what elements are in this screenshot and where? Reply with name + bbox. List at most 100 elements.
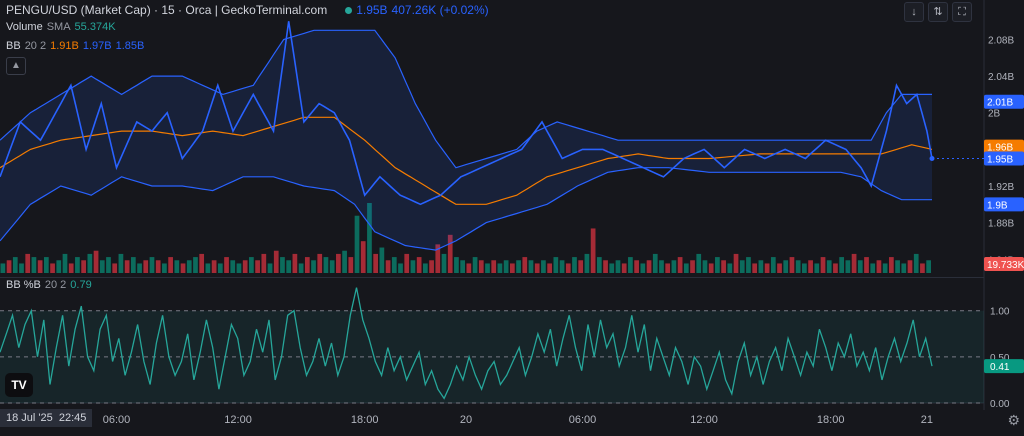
- volume-bar: [174, 260, 180, 273]
- time-tick: 12:00: [224, 414, 252, 426]
- price-badge: [984, 139, 1024, 154]
- volume-bar: [752, 263, 758, 273]
- volume-bar: [478, 260, 484, 273]
- volume-bar: [242, 260, 248, 273]
- volume-bar: [677, 257, 683, 273]
- volume-bar: [0, 263, 6, 273]
- volume-bar: [149, 257, 155, 273]
- volume-bar: [466, 263, 472, 273]
- volume-bar: [584, 253, 590, 273]
- volume-bar: [770, 257, 776, 273]
- volume-bar: [404, 253, 410, 273]
- pctb-badge: [984, 359, 1024, 374]
- market-status-dot: [345, 7, 353, 15]
- pctb-badge-label: 0.41: [990, 362, 1010, 373]
- compare-icon[interactable]: ⇅: [928, 2, 948, 22]
- volume-bar: [447, 234, 453, 273]
- time-tick: 21: [921, 414, 933, 426]
- volume-bar: [541, 260, 546, 273]
- volume-bar: [360, 241, 366, 273]
- volume-bar: [640, 263, 646, 273]
- volume-bar: [764, 263, 770, 273]
- volume-bar: [727, 263, 733, 273]
- bb-legend[interactable]: BB 20 2 1.91B 1.97B 1.85B: [6, 40, 148, 52]
- fullscreen-icon[interactable]: ⛶: [952, 2, 972, 22]
- volume-legend[interactable]: Volume SMA 55.374K: [6, 21, 120, 33]
- volume-bar: [230, 260, 236, 273]
- volume-bar: [659, 260, 664, 273]
- volume-bar: [833, 263, 838, 273]
- volume-bar: [385, 260, 391, 273]
- volume-bar: [416, 257, 422, 273]
- volume-bar: [646, 260, 652, 273]
- volume-bar: [802, 263, 807, 273]
- volume-bar: [398, 263, 403, 273]
- price-tick: 2.08B: [988, 35, 1014, 46]
- volume-bar: [180, 263, 186, 273]
- volume-bar: [429, 260, 434, 273]
- volume-bar: [702, 260, 708, 273]
- price-line: [0, 21, 933, 206]
- volume-bar: [31, 257, 37, 273]
- volume-label: Volume: [6, 21, 43, 33]
- time-tick: 18:00: [817, 414, 845, 426]
- volume-bar: [603, 260, 608, 273]
- volume-bar: [671, 260, 677, 273]
- volume-bar: [311, 260, 316, 273]
- volume-bar: [205, 263, 211, 273]
- volume-bar: [789, 257, 795, 273]
- symbol-title[interactable]: PENGU/USD (Market Cap) · 15 · Orca | Gec…: [6, 3, 328, 17]
- volume-bar: [304, 257, 310, 273]
- volume-bar: [292, 253, 298, 273]
- volume-bar: [286, 260, 292, 273]
- price-tick: 1.88B: [988, 219, 1014, 230]
- time-tick: 12:00: [690, 414, 718, 426]
- volume-bar: [547, 263, 552, 273]
- volume-bar: [522, 257, 528, 273]
- volume-bar: [857, 260, 863, 273]
- last-value: 1.95B: [356, 3, 388, 17]
- volume-bar: [454, 257, 459, 273]
- price-tick: 2.04B: [988, 72, 1014, 83]
- volume-bar: [497, 263, 503, 273]
- volume-bar: [112, 263, 118, 273]
- price-badge-label: 1.9B: [987, 200, 1008, 211]
- volume-bar: [50, 263, 55, 273]
- volume-bar: [864, 257, 869, 273]
- volume-bar: [87, 253, 93, 273]
- volume-bar: [261, 253, 267, 273]
- volume-bar: [186, 260, 192, 273]
- volume-bar: [373, 253, 379, 273]
- volume-bar: [56, 260, 62, 273]
- last-price-dot: [929, 156, 935, 162]
- volume-bar: [168, 257, 173, 273]
- bb-label: BB: [6, 40, 21, 52]
- volume-bar: [317, 253, 323, 273]
- volume-bar: [746, 257, 751, 273]
- volume-bar: [845, 260, 851, 273]
- volume-bar: [255, 260, 260, 273]
- collapse-legend-button[interactable]: ▲: [6, 57, 26, 75]
- bb-upper-line: [0, 29, 932, 169]
- volume-bar: [851, 253, 857, 273]
- tradingview-logo[interactable]: TV: [5, 373, 33, 397]
- volume-bar: [596, 257, 602, 273]
- volume-bar: [839, 257, 845, 273]
- chart-title-row: PENGU/USD (Market Cap) · 15 · Orca | Gec…: [6, 3, 493, 17]
- pctb-legend[interactable]: BB %B 20 2 0.79: [6, 279, 96, 291]
- gear-icon[interactable]: ⚙: [1007, 412, 1020, 428]
- volume-bar: [889, 257, 894, 273]
- volume-bar: [273, 250, 279, 273]
- arrow-down-icon[interactable]: ↓: [904, 2, 924, 22]
- volume-bar: [460, 260, 465, 273]
- bb-lower-line: [0, 167, 932, 251]
- volume-bar: [528, 260, 534, 273]
- pctb-value: 0.79: [70, 279, 92, 291]
- volume-bar: [590, 228, 596, 273]
- volume-bar: [516, 260, 521, 273]
- volume-bar: [565, 263, 571, 273]
- volume-bar: [137, 263, 142, 273]
- price-badge: [984, 257, 1024, 271]
- volume-bar: [19, 263, 24, 273]
